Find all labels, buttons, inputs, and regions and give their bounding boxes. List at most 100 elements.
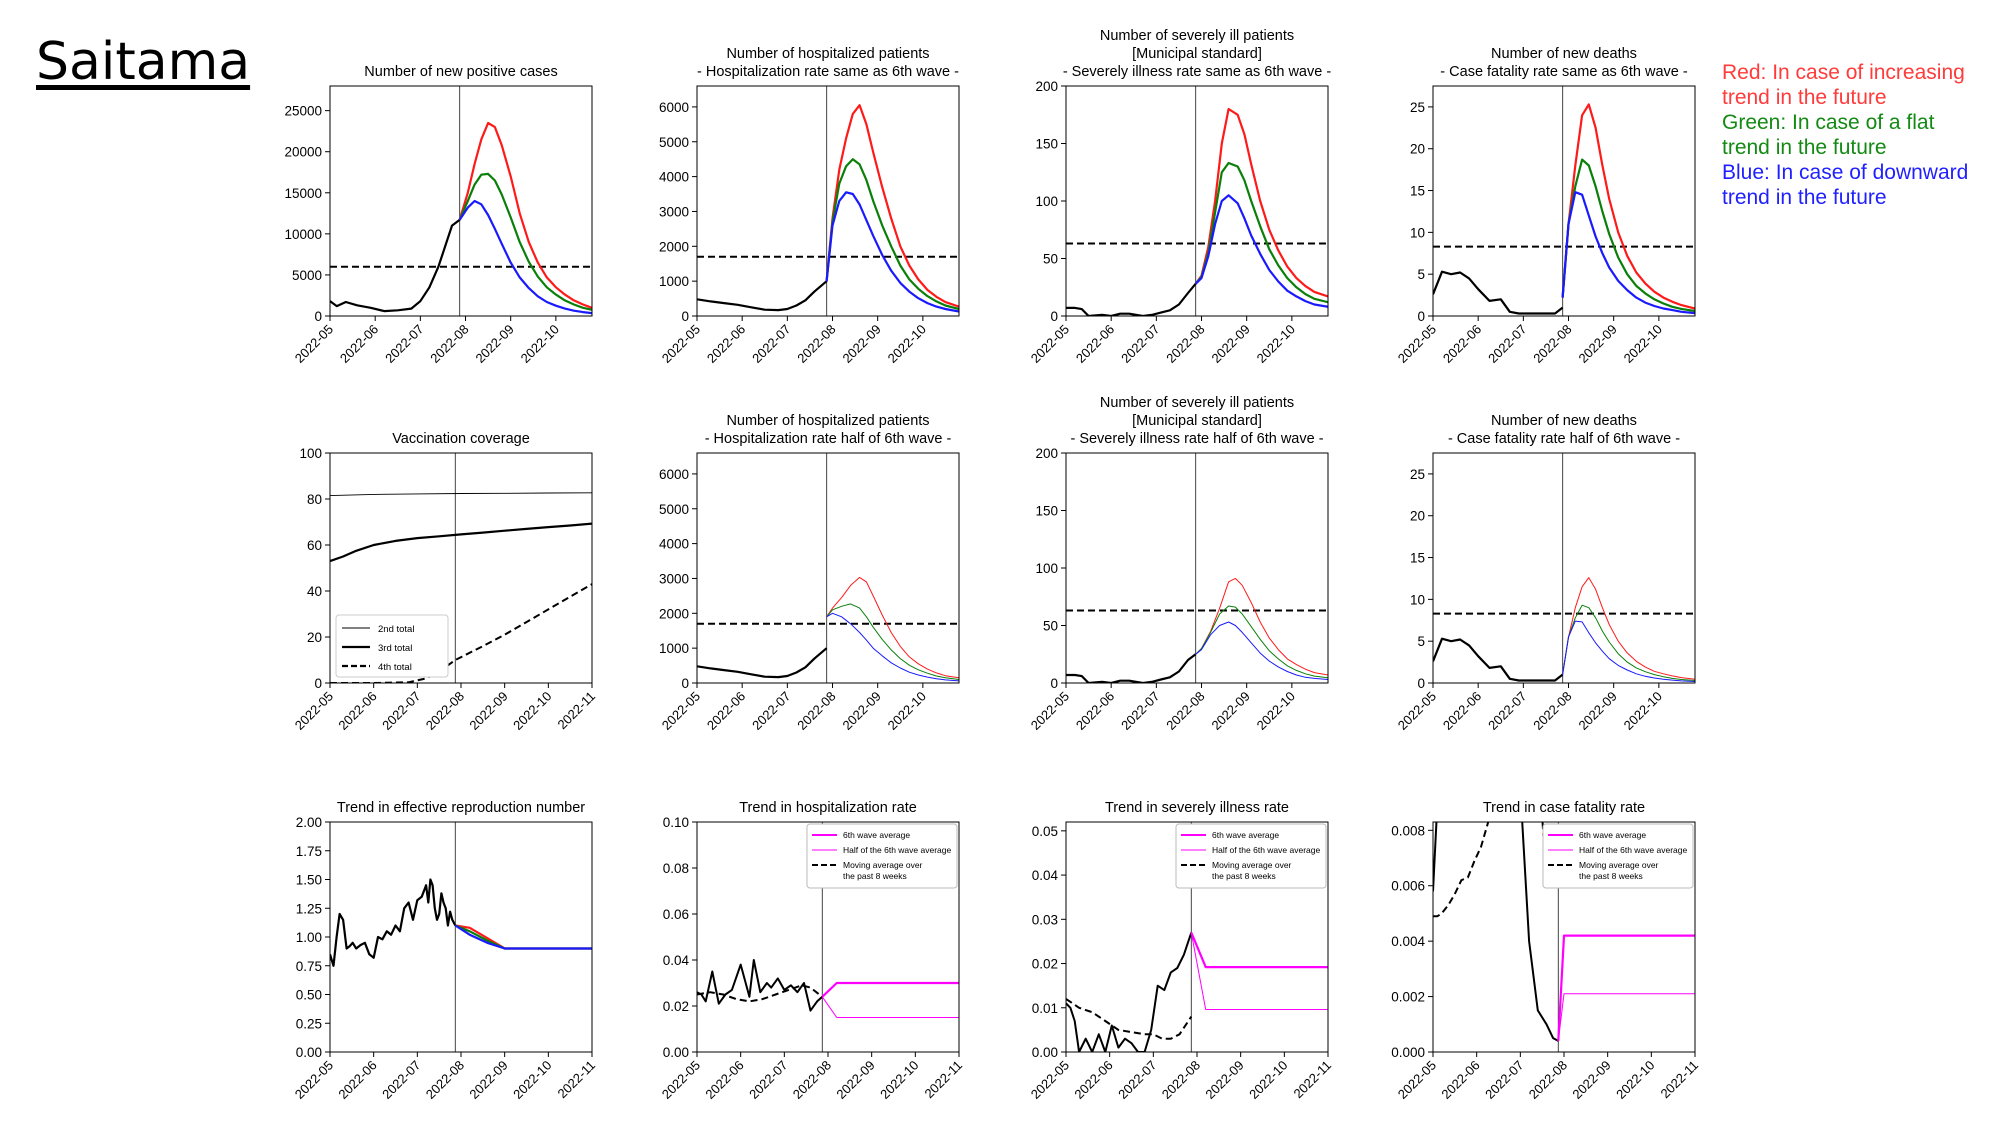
chart-title: Trend in effective reproduction number	[337, 800, 585, 816]
legend-label: 2nd total	[378, 624, 414, 635]
series-group	[697, 959, 959, 1018]
x-tick-label: 2022-11	[1290, 1058, 1334, 1102]
series-line-red	[1195, 577, 1328, 676]
series-line-blue	[826, 612, 959, 682]
chart-title: - Hospitalization rate half of 6th wave …	[705, 431, 952, 447]
y-tick-label: 15000	[284, 186, 322, 201]
chart-title: Trend in case fatality rate	[1483, 800, 1645, 816]
x-tick-label: 2022-07	[1118, 322, 1162, 366]
series-line-green	[825, 158, 959, 311]
scenario-legend-line: Blue: In case of downward	[1722, 161, 1969, 184]
y-tick-label: 2000	[659, 606, 689, 621]
y-tick-label: 0.02	[1032, 957, 1058, 972]
legend-label: Moving average over	[843, 860, 923, 870]
y-tick-label: 20	[1410, 509, 1425, 524]
series-line-magenta	[1557, 993, 1695, 1041]
legend-label: the past 8 weeks	[1212, 871, 1276, 881]
y-tick-label: 6000	[659, 100, 689, 115]
legend-label: the past 8 weeks	[1579, 871, 1643, 881]
chart-title: - Hospitalization rate same as 6th wave …	[697, 64, 959, 80]
y-tick-label: 3000	[659, 571, 689, 586]
x-tick-label: 2022-11	[554, 689, 598, 733]
y-tick-label: 0	[1050, 676, 1058, 691]
series-line-green	[1194, 161, 1328, 304]
y-tick-label: 100	[1035, 561, 1058, 576]
plot-frame	[329, 452, 593, 684]
x-tick-label: 2022-06	[1438, 1058, 1482, 1102]
x-tick-label: 2022-10	[518, 322, 562, 366]
y-tick-label: 0.006	[1391, 879, 1425, 894]
series-line-green	[826, 603, 959, 680]
x-tick-label: 2022-10	[877, 1058, 921, 1102]
x-tick-label: 2022-10	[1246, 1058, 1290, 1102]
x-tick-label: 2022-09	[466, 1058, 510, 1102]
y-tick-label: 150	[1035, 504, 1058, 519]
y-tick-label: 0	[314, 676, 322, 691]
x-tick-label: 2022-06	[335, 1058, 379, 1102]
y-tick-label: 0.75	[296, 959, 322, 974]
x-tick-label: 2022-07	[1118, 689, 1162, 733]
series-group	[1433, 577, 1695, 682]
x-tick-label: 2022-10	[885, 689, 929, 733]
x-tick-label: 2022-07	[749, 322, 793, 366]
chart-panel-hosp: Number of hospitalized patients - Hospita…	[659, 46, 960, 366]
plot-frame	[1065, 821, 1329, 1053]
chart-title: - Severely illness rate same as 6th wave…	[1063, 64, 1332, 80]
x-tick-label: 2022-10	[1254, 689, 1298, 733]
plot-frame	[1432, 821, 1696, 1053]
series-line-blue	[454, 924, 592, 950]
x-tick-label: 2022-06	[1073, 689, 1117, 733]
x-tick-label: 2022-07	[1485, 689, 1529, 733]
legend-box	[1175, 823, 1327, 889]
series-line-red	[1562, 577, 1695, 680]
y-tick-label: 0.002	[1391, 990, 1425, 1005]
chart-title: Number of hospitalized patients	[726, 413, 929, 429]
x-tick-label: 2022-05	[1395, 322, 1439, 366]
series-line-green	[458, 172, 592, 311]
plot-frame	[696, 452, 960, 684]
y-tick-label: 2.00	[296, 815, 322, 830]
x-tick-label: 2022-08	[1530, 322, 1574, 366]
y-tick-label: 0.04	[663, 953, 690, 968]
x-tick-label: 2022-08	[1163, 689, 1207, 733]
plot-frame	[696, 821, 960, 1053]
chart-panel-hosp_half: Number of hospitalized patients - Hospita…	[659, 413, 960, 733]
y-tick-label: 0	[314, 309, 322, 324]
legend-label: 3rd total	[378, 643, 412, 654]
plot-frame	[1432, 85, 1696, 317]
series-line-magenta	[1190, 932, 1328, 969]
x-tick-label: 2022-08	[790, 1058, 834, 1102]
chart-title: Number of new deaths	[1491, 413, 1637, 429]
legend-label: Half of the 6th wave average	[1579, 845, 1687, 855]
x-tick-label: 2022-09	[1575, 322, 1619, 366]
series-line-black	[330, 522, 592, 563]
x-tick-label: 2022-09	[1202, 1058, 1246, 1102]
x-tick-label: 2022-09	[1575, 689, 1619, 733]
y-tick-label: 20	[307, 630, 322, 645]
legend-label: 6th wave average	[1579, 830, 1646, 840]
plot-frame	[1065, 452, 1329, 684]
plot-frame	[329, 85, 593, 317]
y-tick-label: 5000	[659, 502, 689, 517]
y-tick-label: 5000	[292, 268, 322, 283]
x-tick-label: 2022-07	[379, 1058, 423, 1102]
y-tick-label: 1.00	[296, 930, 322, 945]
chart-panel-rt: Trend in effective reproduction number 0.…	[292, 800, 598, 1102]
x-tick-label: 2022-05	[292, 322, 336, 366]
x-tick-label: 2022-06	[704, 689, 748, 733]
y-tick-label: 5	[1417, 267, 1425, 282]
series-group	[330, 121, 592, 315]
series-line-red	[1194, 107, 1328, 298]
x-tick-label: 2022-08	[427, 322, 471, 366]
x-tick-label: 2022-08	[423, 689, 467, 733]
chart-panel-severe: Number of severely ill patients [Municipa…	[1028, 28, 1332, 366]
chart-legend: 6th wave average Half of the 6th wave ave…	[806, 823, 958, 889]
x-tick-label: 2022-09	[1208, 322, 1252, 366]
scenario-legend-line: trend in the future	[1722, 186, 1887, 209]
chart-panel-cfr: Trend in case fatality rate 0.000 0.002 0.0…	[1391, 800, 1701, 1102]
x-tick-label: 2022-06	[335, 689, 379, 733]
series-group	[1433, 103, 1695, 315]
series-line-red	[1561, 103, 1695, 310]
series-line-blue	[825, 191, 959, 313]
